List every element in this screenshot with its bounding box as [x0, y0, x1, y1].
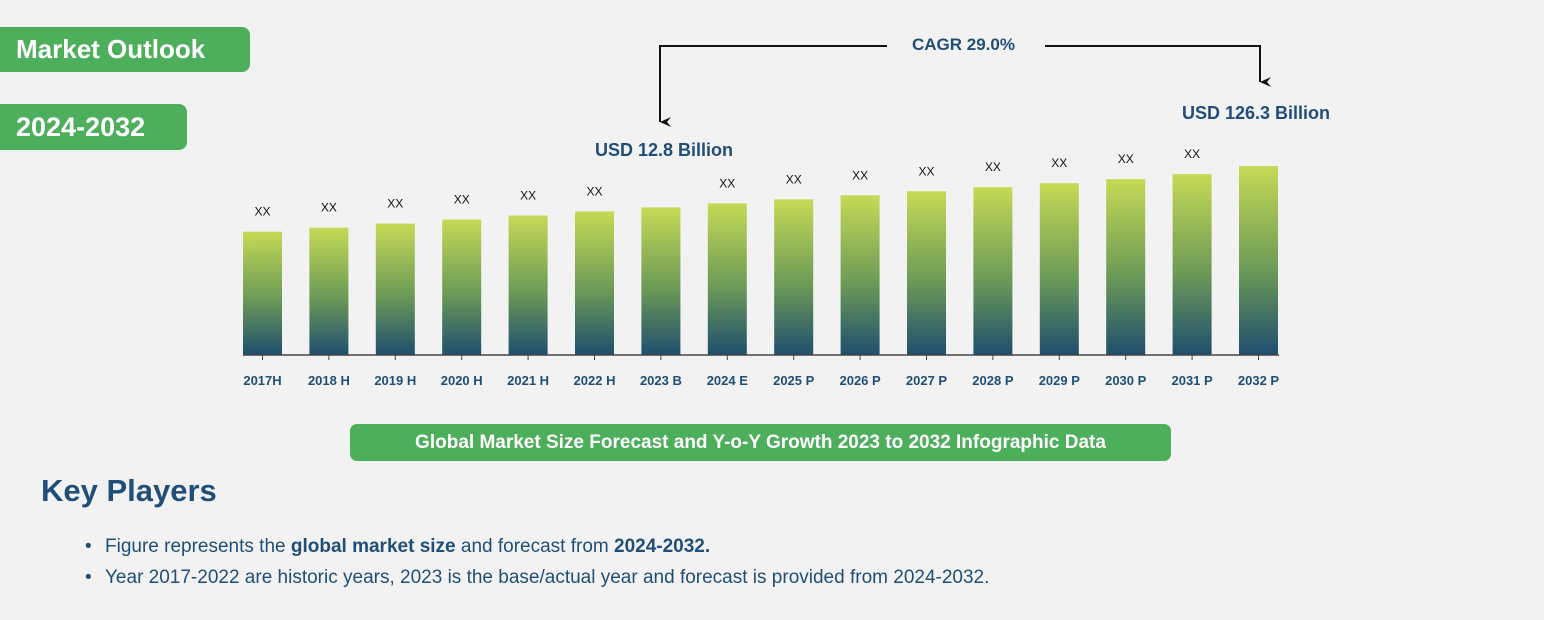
bar-15 [1239, 166, 1278, 355]
bar-9 [840, 195, 880, 355]
data-label: XX [918, 164, 934, 178]
bar-0 [243, 231, 282, 355]
cagr-label: CAGR 29.0% [912, 35, 1015, 54]
x-tick-label: 2026 P [839, 373, 881, 388]
x-tick-label: 2024 E [707, 373, 749, 388]
bar-2 [375, 223, 415, 355]
data-label: XX [985, 160, 1001, 174]
bar-6 [641, 207, 681, 355]
data-label: XX [1118, 152, 1134, 166]
bar-10 [907, 191, 946, 355]
x-tick-label: 2021 H [507, 373, 549, 388]
x-tick-label: 2030 P [1105, 373, 1147, 388]
data-label: XX [387, 197, 403, 211]
cagr-connector-left [659, 45, 887, 127]
bar-8 [774, 199, 814, 355]
bar-3 [442, 219, 482, 355]
note-text: Year 2017-2022 are historic years, 2023 … [105, 567, 990, 588]
bar-1 [309, 227, 349, 355]
x-tick-label: 2031 P [1171, 373, 1213, 388]
x-tick-label: 2020 H [441, 373, 483, 388]
market-outlook-banner: Market Outlook [0, 27, 250, 72]
data-label: XX [586, 184, 602, 198]
bar-12 [1039, 183, 1079, 355]
data-label: XX [1051, 156, 1067, 170]
start-value-callout: USD 12.8 Billion [595, 140, 734, 160]
note-item: Figure represents the global market size… [85, 531, 989, 562]
bar-13 [1106, 179, 1146, 355]
x-tick-label: 2027 P [906, 373, 948, 388]
data-label: XX [852, 168, 868, 182]
bar-5 [575, 211, 614, 355]
x-tick-label: 2032 P [1238, 373, 1280, 388]
note-text: and forecast from [455, 536, 615, 557]
end-value-callout: USD 126.3 Billion [1182, 103, 1331, 123]
note-bold-text: 2024-2032. [614, 536, 711, 557]
period-banner: 2024-2032 [0, 104, 187, 150]
x-tick-label: 2023 B [640, 373, 682, 388]
bar-7 [707, 203, 747, 355]
data-label: XX [719, 176, 735, 190]
cagr-connector-right [1045, 45, 1271, 87]
x-tick-label: 2025 P [773, 373, 815, 388]
data-label: XX [786, 172, 802, 186]
note-text: Figure represents the [105, 536, 291, 557]
x-tick-label: 2028 P [972, 373, 1014, 388]
data-label: XX [1184, 147, 1200, 161]
data-label: XX [321, 201, 337, 215]
key-players-heading: Key Players [41, 473, 217, 508]
note-item: Year 2017-2022 are historic years, 2023 … [85, 562, 989, 593]
note-bold-text: global market size [290, 536, 456, 557]
data-label: XX [520, 189, 536, 203]
x-tick-label: 2017H [243, 373, 281, 388]
market-size-bar-chart: XX 2017H XX 2018 H XX 2019 H XX 2020 H XX 2021 H X… [243, 45, 1280, 388]
bar-4 [508, 215, 548, 355]
x-tick-label: 2019 H [374, 373, 416, 388]
x-tick-label: 2029 P [1039, 373, 1081, 388]
x-tick-label: 2022 H [574, 373, 616, 388]
data-label: XX [254, 205, 270, 219]
data-label: XX [454, 193, 470, 207]
bar-11 [973, 187, 1013, 355]
notes-list: Figure represents the global market size… [85, 531, 989, 593]
x-tick-label: 2018 H [308, 373, 350, 388]
bar-14 [1172, 174, 1212, 355]
chart-caption: Global Market Size Forecast and Y-o-Y Gr… [350, 424, 1171, 461]
